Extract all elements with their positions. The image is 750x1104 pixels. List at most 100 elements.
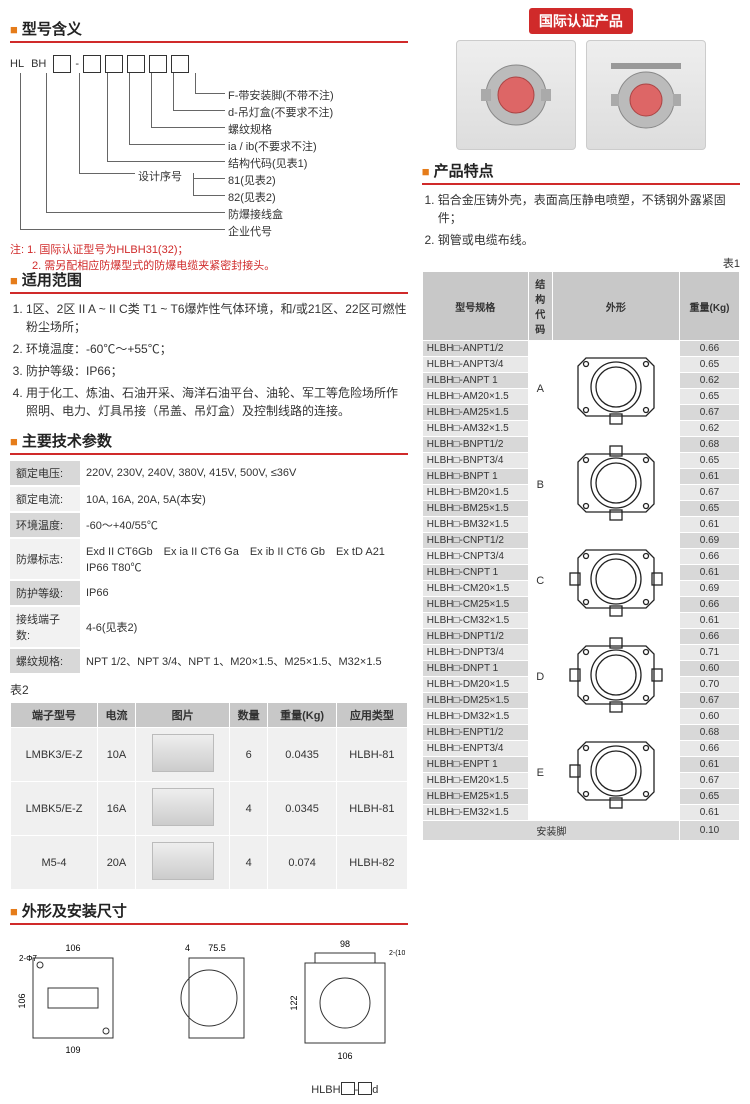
t1-model: HLBH□-DNPT3/4 bbox=[422, 645, 528, 661]
t1-model: HLBH□-DM25×1.5 bbox=[422, 693, 528, 709]
label-0: F-带安装脚(不带不注) bbox=[228, 87, 334, 103]
t1-weight: 0.66 bbox=[680, 549, 740, 565]
t1-weight: 0.61 bbox=[680, 757, 740, 773]
label-4: 结构代码(见表1) bbox=[228, 155, 307, 171]
t1-shape bbox=[552, 533, 679, 629]
t1-model: HLBH□-DNPT1/2 bbox=[422, 629, 528, 645]
t1-weight: 0.61 bbox=[680, 613, 740, 629]
t1-model: HLBH□-ENPT3/4 bbox=[422, 741, 528, 757]
t1-model: HLBH□-CM25×1.5 bbox=[422, 597, 528, 613]
spec-label: 防爆标志: bbox=[10, 538, 80, 580]
model-meaning-title: 型号含义 bbox=[10, 18, 408, 43]
spec-label: 额定电压: bbox=[10, 461, 80, 486]
t1-weight: 0.66 bbox=[680, 741, 740, 757]
t1-weight: 0.67 bbox=[680, 693, 740, 709]
t1-weight: 0.65 bbox=[680, 453, 740, 469]
prefix-hl: HL bbox=[10, 58, 24, 70]
t1-model: HLBH□-EM25×1.5 bbox=[422, 789, 528, 805]
spec-label: 防护等级: bbox=[10, 580, 80, 606]
t1-model: HLBH□-BNPT1/2 bbox=[422, 437, 528, 453]
t1-struct-code: A bbox=[528, 341, 552, 437]
svg-text:2-(10×12): 2-(10×12) bbox=[389, 950, 405, 957]
t1-model: HLBH□-BM25×1.5 bbox=[422, 501, 528, 517]
t1-model: HLBH□-DM32×1.5 bbox=[422, 709, 528, 725]
spec-value: Exd II CT6Gb Ex ia II CT6 Ga Ex ib II CT… bbox=[80, 538, 408, 580]
spec-value: -60～+40/55℃ bbox=[80, 512, 408, 538]
t1-weight: 0.67 bbox=[680, 485, 740, 501]
t1-model: HLBH□-AM32×1.5 bbox=[422, 421, 528, 437]
left-column: 型号含义 HL BH - F-带安装脚(不带不注) d-吊灯盒(不要求不注) 螺… bbox=[10, 8, 408, 1096]
t1-weight: 0.66 bbox=[680, 341, 740, 357]
t1-model: HLBH□-DM20×1.5 bbox=[422, 677, 528, 693]
cert-badge: 国际认证产品 bbox=[529, 8, 633, 34]
t1-shape bbox=[552, 437, 679, 533]
table1: 型号规格 结构代码 外形 重量(Kg) HLBH□-ANPT1/2A0.66HL… bbox=[422, 271, 740, 841]
spec-value: 4-6(见表2) bbox=[80, 606, 408, 648]
t1-weight: 0.61 bbox=[680, 469, 740, 485]
dim-2: 75.5 4 bbox=[149, 933, 269, 1096]
t1-model: HLBH□-ENPT1/2 bbox=[422, 725, 528, 741]
t1-model: HLBH□-BM20×1.5 bbox=[422, 485, 528, 501]
t1-model: HLBH□-ANPT1/2 bbox=[422, 341, 528, 357]
t1-struct-code: E bbox=[528, 725, 552, 821]
t1-struct-code: D bbox=[528, 629, 552, 725]
t1-model: HLBH□-EM20×1.5 bbox=[422, 773, 528, 789]
dim-1: 106 106 109 2-Φ7 bbox=[13, 933, 133, 1096]
dim-code: HLBH-d bbox=[285, 1082, 405, 1096]
t1-weight: 0.69 bbox=[680, 581, 740, 597]
t1-model: HLBH□-ENPT 1 bbox=[422, 757, 528, 773]
label-5: 81(见表2) bbox=[228, 172, 276, 188]
scope-2: 环境温度：-60℃～+55℃； bbox=[26, 340, 408, 358]
model-diagram: HL BH - F-带安装脚(不带不注) d-吊灯盒(不要求不注) 螺纹规格 i… bbox=[10, 49, 408, 259]
t1-shape bbox=[552, 341, 679, 437]
t1-weight: 0.65 bbox=[680, 789, 740, 805]
t1-model: HLBH□-CM20×1.5 bbox=[422, 581, 528, 597]
scope-list: 1区、2区 II A ~ II C类 T1 ~ T6爆炸性气体环境，和/或21区… bbox=[10, 300, 408, 420]
spec-label: 接线端子数: bbox=[10, 606, 80, 648]
spec-value: 220V, 230V, 240V, 380V, 415V, 500V, ≤36V bbox=[80, 461, 408, 486]
label-6: 82(见表2) bbox=[228, 189, 276, 205]
t1-weight: 0.65 bbox=[680, 357, 740, 373]
t1-shape bbox=[552, 629, 679, 725]
t1-model: HLBH□-AM25×1.5 bbox=[422, 405, 528, 421]
specs-title: 主要技术参数 bbox=[10, 430, 408, 455]
table1-label: 表1 bbox=[422, 255, 740, 271]
label-3: ia / ib(不要求不注) bbox=[228, 138, 317, 154]
scope-3: 防护等级：IP66； bbox=[26, 362, 408, 380]
svg-text:122: 122 bbox=[289, 995, 299, 1010]
t1-struct-code: B bbox=[528, 437, 552, 533]
t1-model: HLBH□-DNPT 1 bbox=[422, 661, 528, 677]
label-2: 螺纹规格 bbox=[228, 121, 272, 137]
svg-text:98: 98 bbox=[340, 939, 350, 949]
svg-text:106: 106 bbox=[17, 993, 27, 1008]
svg-text:4: 4 bbox=[185, 943, 190, 953]
spec-label: 额定电流: bbox=[10, 486, 80, 512]
photo-2 bbox=[586, 40, 706, 150]
t1-model: HLBH□-BM32×1.5 bbox=[422, 517, 528, 533]
prefix-bh: BH bbox=[31, 58, 46, 70]
t1-weight: 0.67 bbox=[680, 405, 740, 421]
t1-struct-code: C bbox=[528, 533, 552, 629]
design-no: 设计序号 bbox=[138, 168, 182, 184]
t1-model: HLBH□-BNPT 1 bbox=[422, 469, 528, 485]
scope-4: 用于化工、炼油、石油开采、海洋石油平台、油轮、军工等危险场所作照明、电力、灯具吊… bbox=[26, 384, 408, 420]
svg-text:106: 106 bbox=[65, 943, 80, 953]
table2: 端子型号电流图片数量重量(Kg)应用类型 LMBK3/E-Z10A60.0435… bbox=[10, 702, 408, 890]
t1-weight: 0.62 bbox=[680, 421, 740, 437]
label-8: 企业代号 bbox=[228, 223, 272, 239]
table2-label: 表2 bbox=[10, 681, 408, 698]
t1-weight: 0.60 bbox=[680, 709, 740, 725]
label-1: d-吊灯盒(不要求不注) bbox=[228, 104, 333, 120]
t1-model: HLBH□-ANPT3/4 bbox=[422, 357, 528, 373]
spec-value: 10A, 16A, 20A, 5A(本安) bbox=[80, 486, 408, 512]
t1-weight: 0.61 bbox=[680, 805, 740, 821]
t1-model: HLBH□-CNPT1/2 bbox=[422, 533, 528, 549]
spec-value: IP66 bbox=[80, 580, 408, 606]
page: 型号含义 HL BH - F-带安装脚(不带不注) d-吊灯盒(不要求不注) 螺… bbox=[0, 0, 750, 1104]
dim-3: 98 106 122 2-(10×12) HLBH-d bbox=[285, 933, 405, 1096]
t1-weight: 0.69 bbox=[680, 533, 740, 549]
label-7: 防爆接线盒 bbox=[228, 206, 283, 222]
t1-model: HLBH□-EM32×1.5 bbox=[422, 805, 528, 821]
dimensions-row: 106 106 109 2-Φ7 75.5 4 bbox=[10, 933, 408, 1096]
t1-weight: 0.71 bbox=[680, 645, 740, 661]
